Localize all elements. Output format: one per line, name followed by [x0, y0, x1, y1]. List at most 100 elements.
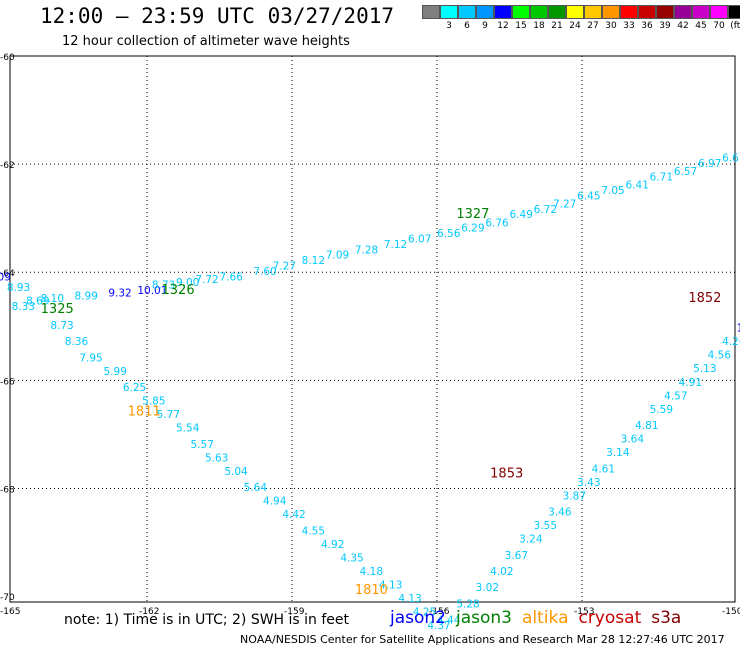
wave-height-value: 4.35 [340, 552, 363, 564]
legend-swatches [422, 5, 740, 19]
wave-height-value: 5.64 [244, 482, 268, 494]
lon-tick-label: -150 [722, 607, 740, 617]
wave-height-value: 6.29 [461, 223, 484, 235]
wave-height-value: 4.02 [490, 566, 513, 578]
graticule [10, 56, 735, 602]
pass-time-label: 1853 [490, 467, 523, 482]
wave-height-value: 7.28 [355, 244, 378, 256]
legend-label: 9 [482, 21, 488, 31]
pass-time-label: 1852 [688, 291, 721, 306]
wave-height-value: 7.27 [273, 261, 296, 273]
wave-height-value: 8.33 [12, 301, 35, 313]
track-southeast: 4.44 5.28 3.02 4.02 3.67 3.24 3.553.46 3.873.43… [437, 323, 740, 627]
wave-height-value: 7.12 [384, 239, 407, 251]
legend-label: 36 [641, 21, 653, 31]
legend-label: 24 [569, 21, 581, 31]
wave-height-value: 10.01 [137, 285, 167, 297]
legend-swatch [656, 5, 674, 19]
wave-height-value: 4.13 [398, 593, 421, 605]
wave-height-value: 8.36 [65, 336, 89, 348]
satellite-s3a: s3a [651, 608, 682, 628]
wave-height-value: 8.69 [26, 296, 49, 308]
lat-tick-label: -70 [0, 593, 15, 603]
pass-time-label: 1325 [41, 302, 74, 317]
legend-swatch [566, 5, 584, 19]
wave-height-value: 4.61 [592, 463, 615, 475]
wave-height-value: 3.02 [476, 582, 499, 594]
wave-height-value: 5.28 [456, 598, 479, 610]
track-southwest: 10.779.098.938.698.738.367.955.996.255.8… [0, 271, 451, 632]
pass-time-label: 1811 [128, 404, 161, 419]
wave-height-value: 8.99 [75, 290, 98, 302]
wave-height-value: 7.05 [601, 185, 624, 197]
wave-height-value: 8.73 [152, 279, 175, 291]
legend-label: 27 [587, 21, 599, 31]
wave-height-value: 7.95 [79, 352, 102, 364]
legend-swatch [602, 5, 620, 19]
wave-height-value: 6.97 [698, 158, 721, 170]
legend-swatch [512, 5, 530, 19]
lat-tick-label: -64 [0, 269, 15, 279]
wave-height-value: 7.09 [326, 250, 349, 262]
wave-height-value: 4.26 [722, 336, 740, 348]
wave-height-value: 4.94 [263, 496, 287, 508]
lon-tick-label: -159 [284, 607, 305, 617]
legend-label [422, 21, 440, 31]
wave-height-value: 8.10 [41, 293, 64, 305]
legend-label: 70 [713, 21, 725, 31]
wave-height-value: 8.73 [50, 320, 73, 332]
wave-height-value: 5.63 [205, 452, 228, 464]
lat-tick-label: -60 [0, 53, 15, 63]
wave-height-value: 4.37 [427, 620, 450, 632]
wave-height-value: 4.91 [679, 377, 702, 389]
wave-height-value: 6.45 [577, 190, 600, 202]
pass-time-label: 1327 [456, 207, 489, 222]
legend-label: 6 [464, 21, 470, 31]
wave-height-value: 8.93 [7, 282, 30, 294]
wave-height-value: 4.25 [413, 607, 436, 619]
pass-time-label: 1810 [355, 583, 388, 598]
satellite-legend: jason2 jason3 altika cryosat s3a [390, 608, 691, 628]
legend-label: 42 [677, 21, 689, 31]
page-title: 12:00 – 23:59 UTC 03/27/2017 [40, 4, 395, 28]
altimeter-tracks: 8.338.10 8.99 9.32 10.018.73 9.007.72 7.66 7.6… [0, 152, 740, 632]
wave-height-value: 4.81 [635, 420, 658, 432]
legend-label: 30 [605, 21, 617, 31]
wave-height-value: 4.18 [360, 566, 383, 578]
wave-height-value: 5.59 [650, 404, 673, 416]
wave-height-value: 3.46 [548, 507, 572, 519]
wave-height-value: 4.57 [664, 390, 687, 402]
legend-label: 12 [497, 21, 509, 31]
legend-label: 39 [659, 21, 671, 31]
wave-height-value: 6.07 [408, 234, 431, 246]
wave-height-value: 5.85 [142, 396, 165, 408]
wave-height-value: 3.67 [505, 550, 528, 562]
legend-swatch [584, 5, 602, 19]
wave-height-value: 3.43 [577, 477, 600, 489]
legend-label: 33 [623, 21, 635, 31]
legend-swatch [638, 5, 656, 19]
footer-note: note: 1) Time is in UTC; 2) SWH is in fe… [64, 612, 350, 628]
wave-height-value: 6.72 [534, 204, 557, 216]
wave-height-value: 5.54 [176, 423, 200, 435]
legend-swatch [440, 5, 458, 19]
wave-height-value: 4.56 [708, 350, 732, 362]
legend-label: 3 [446, 21, 452, 31]
legend-swatch [548, 5, 566, 19]
wave-height-value: 6.56 [437, 228, 461, 240]
wave-height-value: 4.92 [321, 539, 344, 551]
lat-tick-label: -68 [0, 485, 15, 495]
legend-label: 21 [551, 21, 563, 31]
legend-swatch [494, 5, 512, 19]
legend-label: 15 [515, 21, 527, 31]
legend-label: (ft) [730, 21, 740, 31]
legend-swatch [422, 5, 440, 19]
wave-height-value: 7.72 [195, 274, 218, 286]
legend-swatch [728, 5, 740, 19]
wave-height-value: 6.76 [485, 217, 509, 229]
wave-height-value: 8.12 [302, 255, 325, 267]
wave-height-value: 4.55 [302, 525, 325, 537]
